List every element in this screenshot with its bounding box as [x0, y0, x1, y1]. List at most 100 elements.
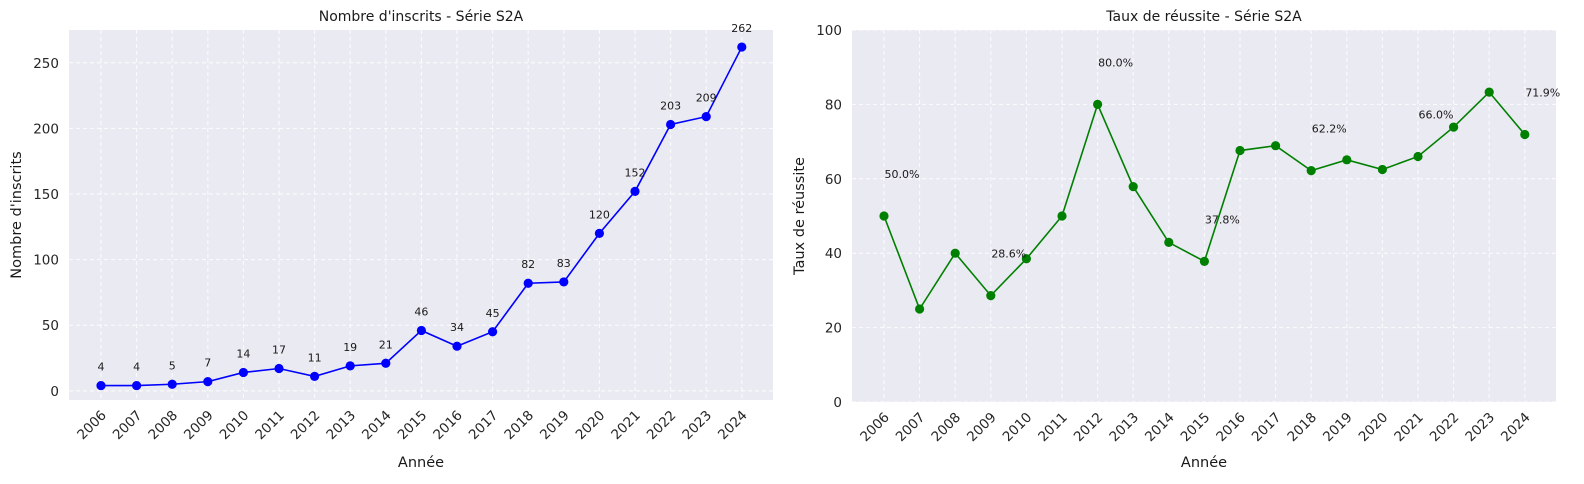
x-tick-label: 2014: [359, 408, 395, 444]
data-point: [1377, 164, 1387, 175]
x-tick-label: 2020: [1356, 410, 1392, 446]
data-point: [1342, 155, 1352, 165]
data-label: 45: [486, 307, 500, 320]
data-label: 34: [450, 321, 464, 334]
data-label: 262: [731, 22, 752, 35]
data-label: 209: [696, 92, 717, 105]
y-tick-label: 80: [825, 97, 842, 113]
y-tick-label: 40: [825, 246, 842, 262]
chart-title-taux: Taux de réussite - Série S2A: [1105, 9, 1302, 25]
data-point: [381, 358, 391, 368]
y-tick-label: 0: [833, 395, 842, 411]
y-tick-label: 200: [33, 121, 59, 137]
data-point: [630, 186, 640, 196]
x-axis-label-inscrits: Année: [398, 455, 444, 471]
series-taux: 50.0% 28.6% 80.0% 37.8% 62.2% 66.0% 71.9%: [879, 56, 1560, 314]
data-point: [1021, 254, 1031, 264]
data-point: [1449, 122, 1459, 132]
data-point: [345, 361, 355, 371]
data-label: 4: [98, 361, 105, 374]
annotation-label: 62.2%: [1312, 123, 1347, 136]
x-tick-label: 2022: [1427, 410, 1463, 446]
x-tick-label: 2006: [74, 408, 110, 444]
data-point: [915, 304, 925, 314]
x-tick-label: 2019: [537, 408, 573, 444]
data-label: 82: [521, 258, 535, 271]
data-point: [594, 228, 605, 238]
data-point: [1235, 145, 1245, 156]
data-label: 46: [414, 305, 428, 318]
x-tick-label: 2015: [395, 408, 431, 444]
data-point: [1520, 129, 1530, 140]
y-axis-label-inscrits: Nombre d'inscrits: [9, 151, 25, 278]
x-tick-label: 2021: [1391, 410, 1427, 446]
y-axis-label-taux: Taux de réussite: [792, 157, 808, 276]
x-tick-label: 2017: [466, 408, 502, 444]
y-tick-label: 100: [33, 253, 59, 269]
data-point: [1199, 256, 1209, 266]
data-point: [416, 325, 426, 336]
data-label: 17: [272, 344, 286, 357]
x-tick-label: 2009: [964, 410, 1000, 446]
data-point: [167, 379, 177, 389]
data-label: 152: [625, 166, 646, 179]
data-point: [1413, 151, 1423, 162]
data-label: 203: [660, 99, 681, 112]
x-tick-label: 2008: [145, 408, 181, 444]
chart-title-inscrits: Nombre d'inscrits - Série S2A: [319, 9, 524, 25]
data-point: [523, 278, 533, 288]
annotation-label: 66.0%: [1419, 108, 1454, 121]
y-tick-label: 50: [42, 318, 59, 334]
data-point: [879, 211, 889, 221]
data-point: [96, 380, 106, 391]
x-tick-label: 2011: [252, 408, 288, 444]
x-tick-label: 2012: [1071, 410, 1107, 446]
data-point: [310, 371, 320, 381]
x-tick-label: 2006: [857, 410, 893, 446]
data-label: 14: [236, 347, 250, 360]
data-label: 7: [204, 357, 211, 370]
data-label: 5: [169, 359, 176, 372]
data-point: [1164, 237, 1174, 248]
y-tick-label: 250: [33, 56, 59, 72]
x-tick-label: 2024: [1498, 410, 1534, 446]
x-tick-label: 2019: [1320, 410, 1356, 446]
data-point: [666, 119, 676, 130]
data-point: [132, 380, 142, 391]
x-tick-label: 2023: [679, 408, 715, 444]
x-tick-label: 2012: [288, 408, 324, 444]
data-point: [452, 341, 462, 351]
data-point: [1306, 166, 1316, 176]
x-tick-label: 2007: [110, 408, 146, 444]
y-tick-label: 100: [816, 23, 842, 39]
data-label: 120: [589, 208, 610, 221]
x-tick-label: 2020: [573, 408, 609, 444]
data-point: [203, 377, 213, 387]
data-point: [1128, 182, 1138, 192]
x-tick-label: 2024: [715, 408, 751, 444]
data-point: [488, 327, 498, 337]
x-tick-label: 2018: [501, 408, 537, 444]
x-tick-label: 2016: [1213, 410, 1249, 446]
x-tick-label: 2014: [1142, 410, 1178, 446]
data-point: [1057, 211, 1067, 221]
grid-inscrits: [69, 30, 773, 400]
annotation-label: 71.9%: [1525, 87, 1560, 100]
y-tick-label: 150: [33, 187, 59, 203]
x-tick-label: 2022: [644, 408, 680, 444]
data-point: [950, 248, 960, 258]
data-point: [1484, 87, 1494, 97]
data-point: [559, 277, 569, 287]
data-point: [238, 367, 248, 378]
grid-taux: [852, 29, 1556, 403]
x-tick-label: 2007: [893, 410, 929, 446]
data-label: 4: [133, 361, 140, 374]
annotation-label: 28.6%: [991, 248, 1026, 261]
annotation-label: 50.0%: [885, 168, 920, 181]
x-tick-label: 2018: [1284, 410, 1320, 446]
data-point: [986, 291, 996, 301]
data-label: 21: [379, 338, 393, 351]
